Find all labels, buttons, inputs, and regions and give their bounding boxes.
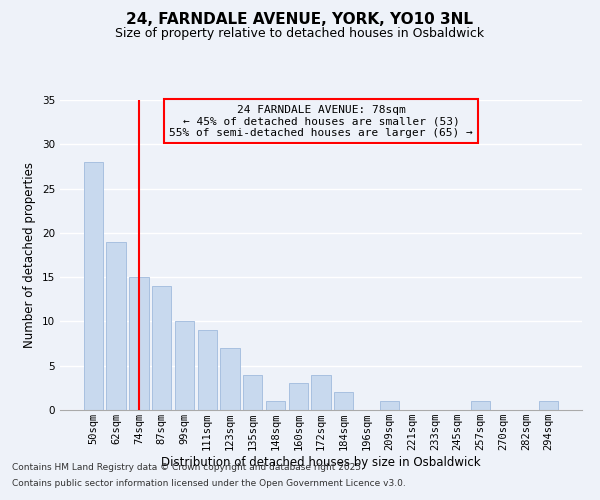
Bar bbox=[243, 374, 262, 410]
Bar bbox=[197, 330, 217, 410]
X-axis label: Distribution of detached houses by size in Osbaldwick: Distribution of detached houses by size … bbox=[161, 456, 481, 469]
Bar bbox=[334, 392, 353, 410]
Text: 24 FARNDALE AVENUE: 78sqm
← 45% of detached houses are smaller (53)
55% of semi-: 24 FARNDALE AVENUE: 78sqm ← 45% of detac… bbox=[169, 104, 473, 138]
Text: Contains HM Land Registry data © Crown copyright and database right 2025.: Contains HM Land Registry data © Crown c… bbox=[12, 464, 364, 472]
Bar bbox=[470, 401, 490, 410]
Bar bbox=[289, 384, 308, 410]
Bar bbox=[220, 348, 239, 410]
Bar bbox=[266, 401, 285, 410]
Bar bbox=[539, 401, 558, 410]
Bar bbox=[129, 277, 149, 410]
Bar bbox=[175, 322, 194, 410]
Text: 24, FARNDALE AVENUE, YORK, YO10 3NL: 24, FARNDALE AVENUE, YORK, YO10 3NL bbox=[127, 12, 473, 28]
Bar bbox=[106, 242, 126, 410]
Bar bbox=[380, 401, 399, 410]
Text: Contains public sector information licensed under the Open Government Licence v3: Contains public sector information licen… bbox=[12, 478, 406, 488]
Y-axis label: Number of detached properties: Number of detached properties bbox=[23, 162, 37, 348]
Bar bbox=[84, 162, 103, 410]
Bar bbox=[152, 286, 172, 410]
Text: Size of property relative to detached houses in Osbaldwick: Size of property relative to detached ho… bbox=[115, 28, 485, 40]
Bar bbox=[311, 374, 331, 410]
